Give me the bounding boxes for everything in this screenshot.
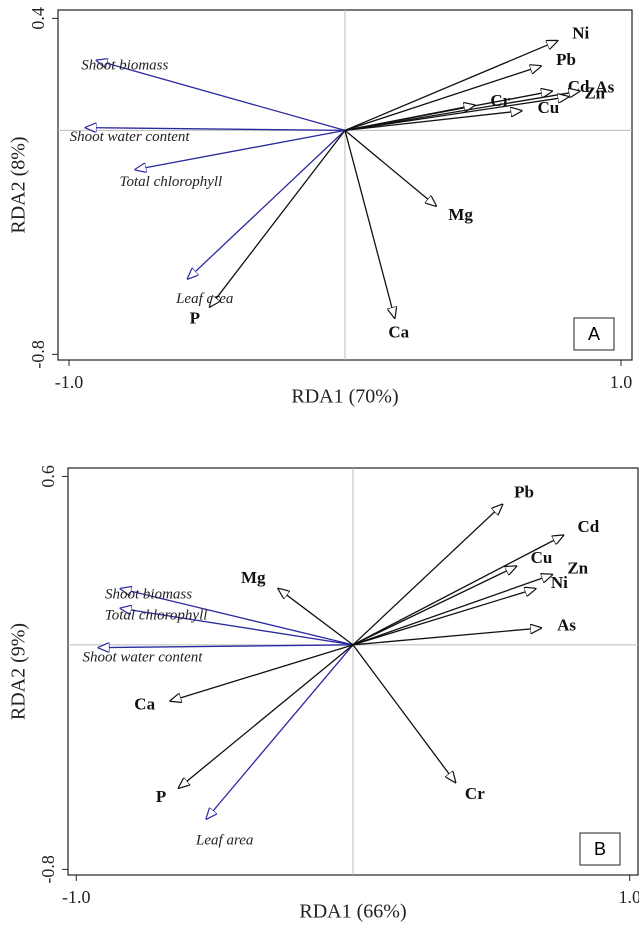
vector bbox=[210, 130, 346, 306]
x-tick-label: -1.0 bbox=[55, 372, 84, 392]
y-tick-label: 0.4 bbox=[28, 7, 48, 30]
vector-label: Mg bbox=[448, 205, 473, 224]
panel-label-box bbox=[579, 832, 621, 866]
vector-label: As bbox=[557, 615, 576, 634]
vector bbox=[121, 608, 354, 646]
vector-label: Total chlorophyll bbox=[105, 607, 208, 623]
vector bbox=[121, 589, 354, 646]
vector-label: Ni bbox=[572, 23, 589, 42]
vector-label: Shoot water content bbox=[82, 649, 203, 665]
vector bbox=[352, 628, 541, 646]
vector-label: Shoot water content bbox=[70, 129, 191, 145]
y-tick-label: 0.6 bbox=[38, 465, 58, 488]
vector bbox=[344, 41, 557, 131]
x-tick-label: 1.0 bbox=[610, 372, 633, 392]
x-tick-label: -1.0 bbox=[62, 887, 91, 907]
vector-label: Leaf area bbox=[195, 833, 253, 849]
vector-label: P bbox=[190, 308, 200, 327]
vector bbox=[344, 129, 436, 206]
vector bbox=[344, 111, 522, 132]
vector bbox=[344, 66, 541, 132]
x-axis-title: RDA1 (70%) bbox=[291, 386, 398, 408]
vector-label: Cu bbox=[531, 548, 553, 567]
vector-label: Mg bbox=[241, 568, 266, 587]
vector bbox=[344, 130, 395, 318]
panel-label-box bbox=[573, 317, 615, 351]
vector bbox=[352, 575, 552, 646]
vector-label: Shoot biomass bbox=[105, 586, 192, 602]
vector bbox=[179, 644, 354, 788]
vector bbox=[98, 645, 354, 648]
vector bbox=[278, 589, 354, 646]
vector-label: Ca bbox=[134, 695, 155, 714]
y-axis-title: RDA2 (8%) bbox=[8, 136, 30, 233]
vector bbox=[352, 535, 563, 646]
y-tick-label: -0.8 bbox=[38, 855, 58, 884]
vector bbox=[344, 97, 569, 132]
vector bbox=[97, 60, 346, 132]
vector bbox=[135, 129, 346, 169]
x-axis-title: RDA1 (66%) bbox=[299, 901, 406, 923]
vector-label: Total chlorophyll bbox=[120, 174, 223, 190]
panel-label: B bbox=[594, 839, 606, 859]
panel-label: A bbox=[588, 324, 600, 344]
y-axis-title: RDA2 (9%) bbox=[8, 623, 30, 720]
vector bbox=[352, 589, 536, 646]
vector-label: Pb bbox=[514, 482, 534, 501]
vector-label: Cr bbox=[465, 784, 485, 803]
vector bbox=[352, 644, 455, 783]
vector-label: As bbox=[595, 77, 614, 96]
vector-label: Pb bbox=[556, 50, 576, 69]
vector-label: Zn bbox=[584, 83, 605, 102]
vector-label: Cu bbox=[538, 98, 560, 117]
vector-label: P bbox=[156, 787, 166, 806]
vector-label: Leaf area bbox=[175, 291, 233, 307]
vector bbox=[86, 128, 346, 131]
vector bbox=[170, 644, 354, 701]
vector bbox=[352, 504, 502, 646]
x-tick-label: 1.0 bbox=[618, 887, 639, 907]
vector-label: Ca bbox=[388, 322, 409, 341]
vector-label: Cd bbox=[577, 517, 599, 536]
vector bbox=[188, 129, 346, 278]
vector-label: Shoot biomass bbox=[81, 57, 168, 73]
vector bbox=[206, 644, 354, 819]
y-tick-label: -0.8 bbox=[28, 340, 48, 369]
vector-label: Ni bbox=[551, 573, 568, 592]
vector-label: Zn bbox=[567, 558, 588, 577]
vector bbox=[352, 566, 516, 646]
